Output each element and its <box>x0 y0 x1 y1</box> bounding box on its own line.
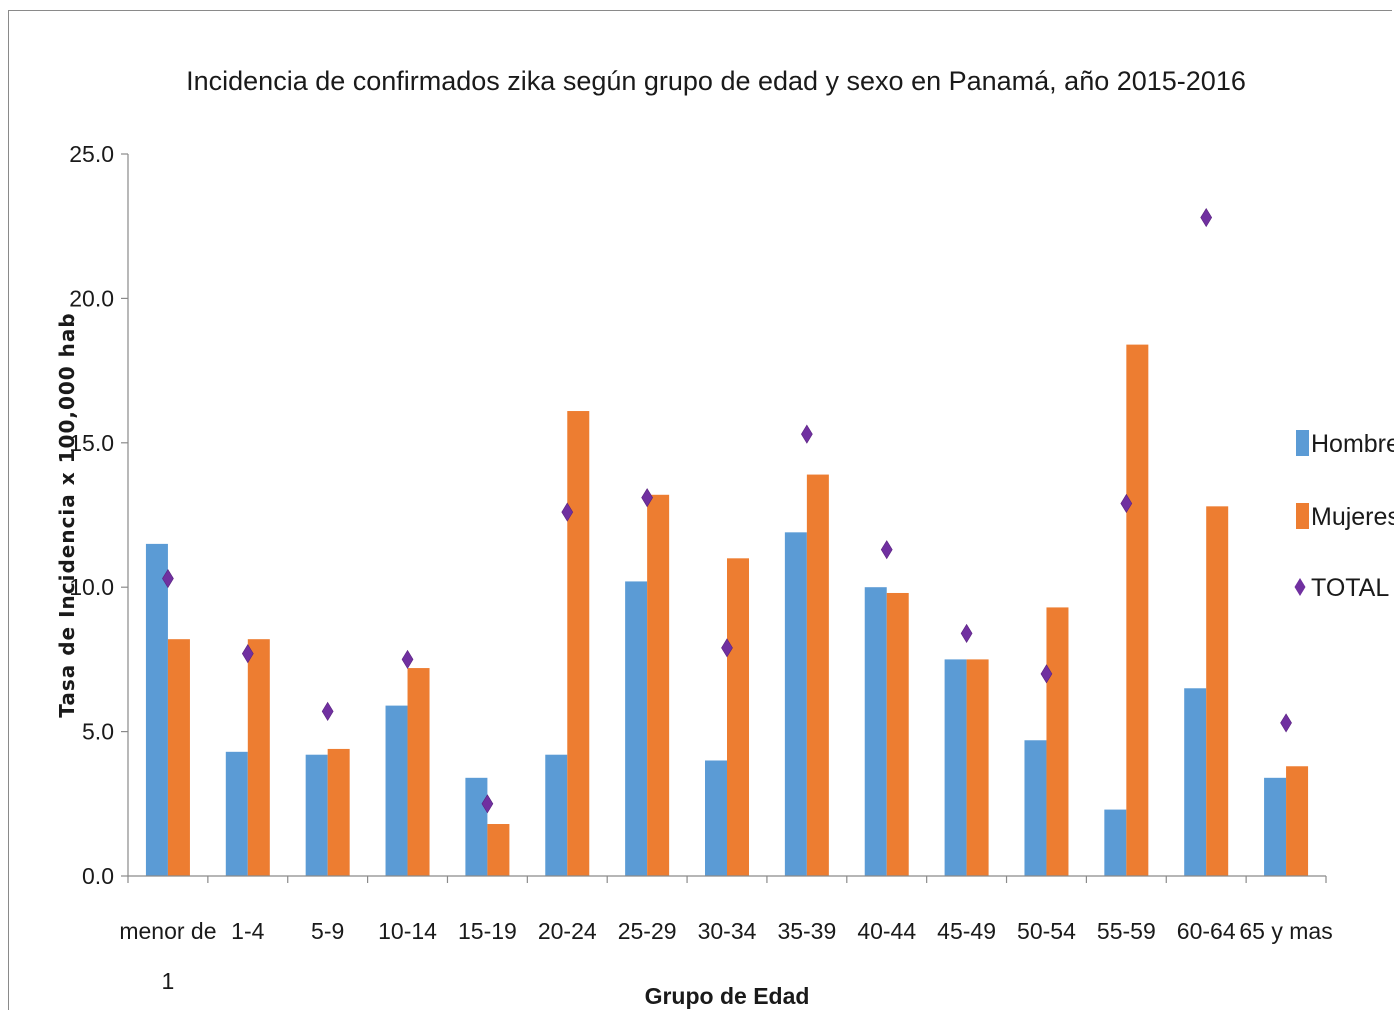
bar-mujeres <box>806 474 829 876</box>
legend: Hombres Mujeres TOTAL <box>1294 430 1394 602</box>
bar-hombres <box>545 754 568 876</box>
bar-hombres <box>1024 740 1047 876</box>
bar-hombres <box>944 659 967 876</box>
bar-mujeres <box>487 824 510 876</box>
marker-total <box>880 540 893 560</box>
legend-swatch-hombres <box>1296 430 1309 456</box>
marker-total <box>721 638 733 658</box>
x-tick-label: 30-34 <box>698 918 757 944</box>
bar-mujeres <box>1286 766 1309 876</box>
legend-label: Hombres <box>1311 430 1394 458</box>
y-tick-label: 20.0 <box>69 285 114 311</box>
legend-label: Mujeres <box>1311 503 1394 531</box>
marker-total <box>1200 207 1213 228</box>
marker-total <box>321 701 334 721</box>
bar-mujeres <box>966 659 989 876</box>
chart-title: Incidencia de confirmados zika según gru… <box>186 66 1246 96</box>
marker-total <box>401 649 414 669</box>
y-axis-label: Tasa de Incidencia x 100,000 hab <box>55 312 79 717</box>
bar-hombres <box>625 581 648 876</box>
x-axis-label: Grupo de Edad <box>645 983 810 1009</box>
bar-hombres <box>465 777 488 876</box>
legend-swatch-mujeres <box>1296 503 1309 529</box>
x-tick-label: 15-19 <box>458 918 517 944</box>
x-tick-label: 65 y mas <box>1239 918 1332 944</box>
marker-total <box>1040 664 1053 684</box>
x-tick-label: 60-64 <box>1177 918 1236 944</box>
x-tick-label: 5-9 <box>311 918 344 944</box>
x-tick-label: 1 <box>162 968 175 994</box>
x-tick-label: 25-29 <box>618 918 677 944</box>
marker-total <box>1280 713 1292 733</box>
marker-total <box>1120 493 1133 514</box>
x-tick-label: 55-59 <box>1097 918 1156 944</box>
bar-mujeres <box>1046 607 1069 876</box>
bar-hombres <box>385 705 408 876</box>
bar-mujeres <box>327 748 350 876</box>
marker-total <box>481 794 494 814</box>
bar-hombres <box>864 587 887 876</box>
x-tick-label: 50-54 <box>1017 918 1076 944</box>
bar-mujeres <box>247 639 270 876</box>
bar-mujeres <box>407 668 430 876</box>
x-tick-label: menor de <box>119 918 216 944</box>
y-tick-label: 0.0 <box>82 863 114 889</box>
bar-mujeres <box>727 558 749 876</box>
bar-mujeres <box>647 494 670 876</box>
bar-hombres <box>145 543 168 876</box>
bar-hombres <box>1104 809 1127 876</box>
y-tick-label: 15.0 <box>69 430 114 456</box>
plot-area: 0.0 5.0 10.0 15.0 20.0 25.0 menor de 1 1-4 5-9 10-… <box>69 141 1332 994</box>
x-tick-label: 40-44 <box>857 918 916 944</box>
x-tick-label: 10-14 <box>378 918 437 944</box>
x-tick-label: 1-4 <box>231 918 264 944</box>
bar-hombres <box>1184 688 1207 876</box>
y-tick-label: 10.0 <box>69 574 114 600</box>
legend-swatch-total <box>1294 578 1306 596</box>
marker-total <box>801 424 813 444</box>
x-tick-label: 35-39 <box>777 918 836 944</box>
bar-hombres <box>225 751 248 876</box>
y-tick-label: 5.0 <box>82 719 114 745</box>
chart-frame <box>8 10 1392 1010</box>
bar-hombres <box>705 760 727 876</box>
bar-hombres <box>305 754 328 876</box>
bar-mujeres <box>886 592 909 876</box>
marker-total <box>641 488 653 508</box>
bar-hombres <box>784 532 807 876</box>
bar-hombres <box>1264 777 1287 876</box>
x-tick-label: 45-49 <box>937 918 996 944</box>
marker-total <box>960 623 973 643</box>
marker-total <box>162 568 174 589</box>
legend-label: TOTAL <box>1311 574 1389 602</box>
bar-mujeres <box>567 411 590 876</box>
bar-mujeres <box>1206 506 1229 876</box>
marker-total <box>561 502 574 522</box>
bar-mujeres <box>1126 344 1149 876</box>
bar-mujeres <box>167 639 190 876</box>
y-tick-label: 25.0 <box>69 141 114 167</box>
marker-total <box>241 644 254 664</box>
x-tick-label: 20-24 <box>538 918 597 944</box>
